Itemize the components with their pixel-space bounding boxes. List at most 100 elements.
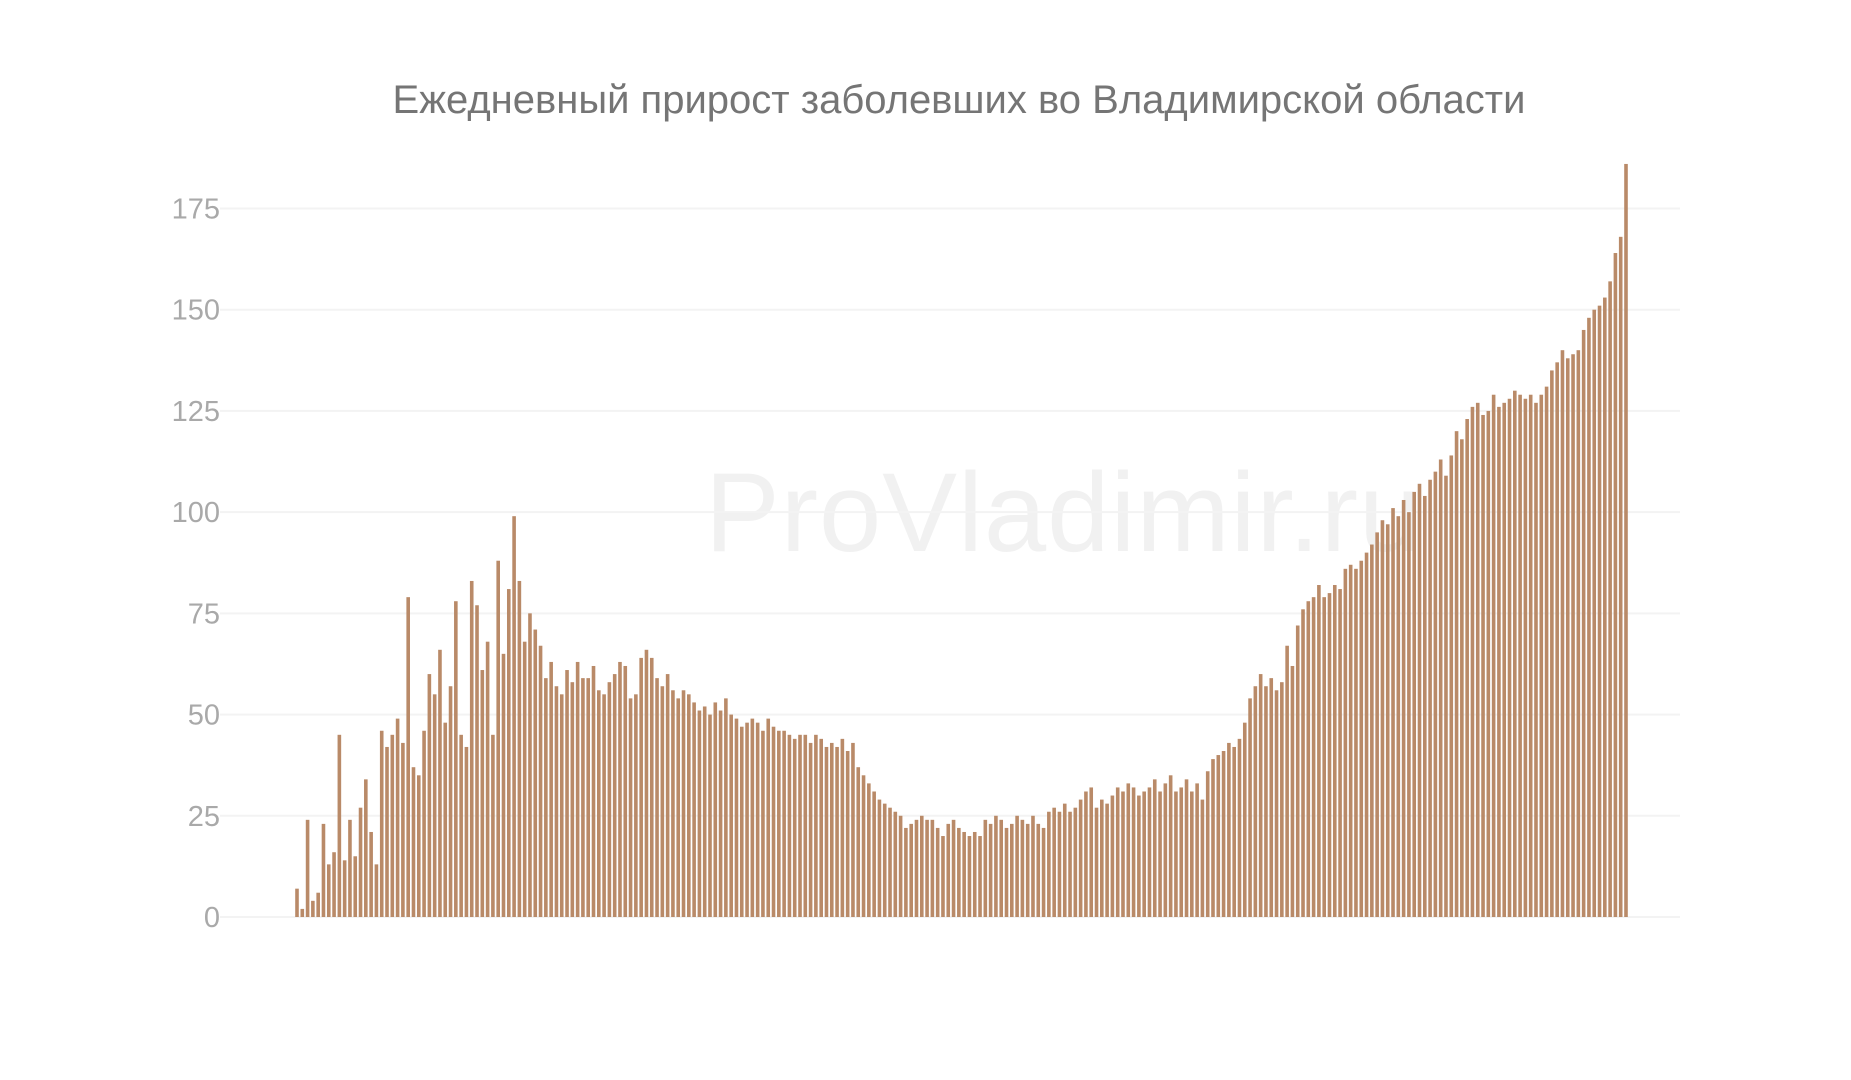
bar [1105, 803, 1109, 917]
bar [1163, 783, 1168, 917]
bar [835, 746, 839, 917]
bar [1560, 350, 1565, 917]
bar [872, 791, 876, 917]
bar [475, 605, 479, 917]
bar [702, 706, 707, 917]
bar [851, 742, 855, 917]
bar [978, 836, 982, 917]
bar [867, 783, 871, 917]
bar [1121, 791, 1125, 917]
bar [681, 690, 686, 917]
bar [374, 864, 379, 917]
bar [1274, 690, 1279, 917]
bar [946, 823, 951, 917]
bar [1232, 746, 1236, 917]
bar [575, 661, 580, 917]
bar [845, 751, 850, 917]
bar [464, 746, 469, 917]
bar [538, 645, 543, 917]
bar [1025, 823, 1030, 917]
bar [480, 670, 485, 917]
bar [1581, 329, 1586, 917]
bar [586, 678, 591, 917]
bar [1010, 823, 1014, 917]
bar [1618, 236, 1623, 917]
bar [1438, 459, 1443, 917]
bar [782, 730, 786, 917]
bar [1555, 362, 1559, 918]
bar [1147, 787, 1152, 917]
bar [824, 746, 829, 917]
bar [941, 836, 945, 917]
bar [739, 726, 744, 917]
bar [512, 516, 516, 917]
bar [761, 730, 765, 917]
bar [904, 827, 908, 917]
bar [1544, 386, 1549, 917]
bar [1301, 609, 1305, 917]
bar [1115, 787, 1120, 917]
y-tick-label: 0 [204, 902, 220, 934]
bar [983, 819, 988, 917]
bar [1084, 791, 1088, 917]
bar [1592, 309, 1597, 917]
bar [1332, 585, 1337, 917]
bar [1454, 431, 1459, 917]
bar [967, 836, 972, 917]
bar [570, 682, 575, 917]
bar [1110, 795, 1115, 917]
bar [1295, 625, 1300, 917]
bar [898, 815, 903, 917]
bar [957, 827, 961, 917]
bar [856, 767, 861, 917]
bar [1168, 775, 1173, 917]
bar [962, 831, 966, 917]
bar [623, 665, 628, 917]
bar [506, 589, 511, 917]
bar [1158, 791, 1162, 917]
bar [1306, 601, 1311, 917]
bar [1152, 779, 1157, 917]
bar [1258, 674, 1263, 917]
bar [925, 819, 929, 917]
bar [395, 718, 400, 917]
bar [628, 698, 633, 917]
bar [1237, 738, 1242, 917]
bar [469, 580, 474, 917]
bar [687, 694, 691, 917]
bar [882, 803, 887, 917]
bar [1502, 402, 1507, 917]
bar [1174, 791, 1178, 917]
bar [1571, 354, 1575, 917]
bar [1242, 722, 1247, 917]
y-tick-label: 150 [172, 295, 220, 327]
bar [1528, 394, 1533, 918]
bar [1248, 698, 1252, 917]
bar [935, 827, 940, 917]
bar [1205, 771, 1210, 917]
bar [1264, 686, 1268, 917]
bar [438, 649, 442, 917]
bar [649, 657, 654, 917]
y-tick-label: 125 [172, 396, 220, 428]
bar [1550, 370, 1554, 917]
bar [427, 674, 432, 917]
bar [559, 694, 564, 917]
bar [1417, 483, 1422, 917]
bar [581, 678, 585, 917]
bar [634, 694, 638, 917]
bar [422, 730, 426, 917]
bar [724, 698, 728, 917]
bar [358, 807, 363, 917]
bar [1311, 597, 1316, 917]
bar [734, 718, 739, 917]
bar [607, 682, 612, 917]
bar [1343, 568, 1348, 917]
bar [1375, 532, 1379, 917]
bar [803, 734, 808, 917]
bar [390, 734, 395, 917]
bar [1449, 455, 1454, 917]
bar [1576, 350, 1581, 917]
bar [819, 738, 823, 917]
bar [459, 734, 463, 917]
